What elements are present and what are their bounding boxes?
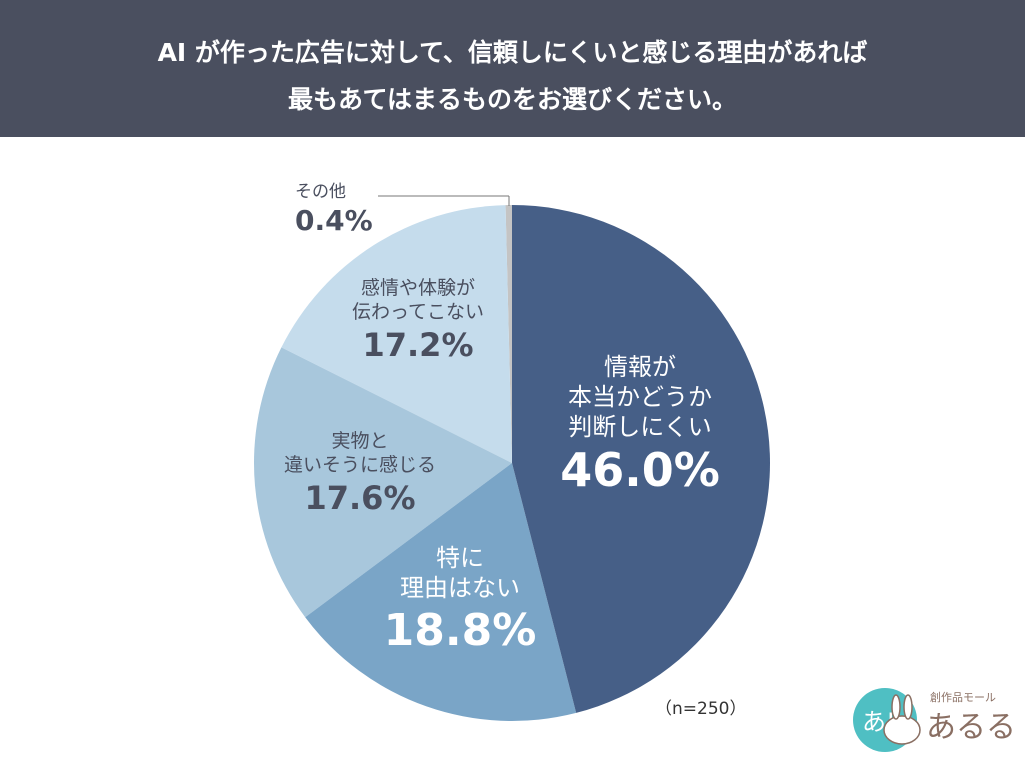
label-pct: 17.2% [362, 325, 474, 364]
logo: あ! 創作品モール あるる [853, 688, 1016, 752]
label-line: 感情や体験が [360, 277, 475, 299]
label-slice-2: 実物と 違いそうに感じる 17.6% [260, 430, 460, 518]
label-slice-4: その他 0.4% [295, 182, 375, 238]
rabbit-ear-icon [903, 694, 913, 720]
sample-size-note: （n=250） [655, 699, 747, 719]
rabbit-ear-icon [891, 694, 901, 720]
label-pct: 46.0% [560, 443, 720, 497]
logo-subtitle: 創作品モール [930, 690, 996, 704]
label-slice-1: 特に 理由はない 18.8% [360, 543, 560, 658]
label-slice-3: 感情や体験が 伝わってこない 17.2% [318, 277, 518, 365]
pie-slice-0 [512, 205, 771, 713]
pie-slice-1 [305, 463, 577, 722]
label-line: 伝わってこない [351, 300, 485, 323]
question-line-1: AI が作った広告に対して、信頼しにくいと感じる理由があれば [157, 38, 868, 67]
label-line: 実物と [331, 430, 389, 452]
label-line: その他 [295, 182, 346, 202]
label-slice-0: 情報が 本当かどうか 判断しにくい 46.0% [530, 352, 750, 500]
question-line-2: 最もあてはまるものをお選びください。 [287, 85, 737, 114]
label-line: 情報が [604, 353, 676, 381]
logo-name: あるる [926, 710, 1016, 745]
label-pct: 18.8% [383, 605, 537, 656]
pie-slice-4 [505, 205, 512, 463]
question-header: AI が作った広告に対して、信頼しにくいと感じる理由があれば 最もあてはまるもの… [0, 0, 1025, 137]
rabbit-icon [883, 715, 921, 745]
label-pct: 17.6% [304, 478, 416, 517]
label-pct: 0.4% [295, 204, 373, 238]
label-line: 判断しにくい [568, 413, 712, 441]
label-line: 特に [436, 544, 484, 572]
pie-slice-3 [281, 205, 512, 463]
label-line: 違いそうに感じる [283, 453, 436, 476]
label-line: 本当かどうか [568, 383, 712, 411]
pie-slice-2 [254, 347, 512, 618]
label-line: 理由はない [400, 574, 520, 602]
